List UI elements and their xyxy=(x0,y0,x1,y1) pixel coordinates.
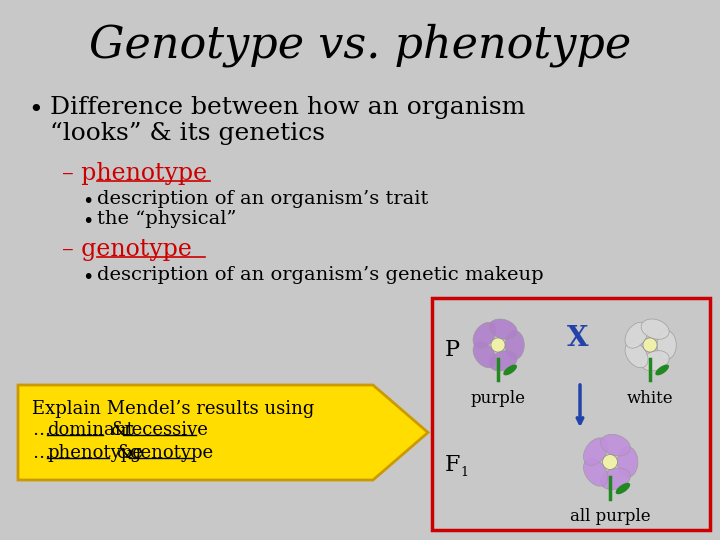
Ellipse shape xyxy=(473,342,496,368)
Text: the “physical”: the “physical” xyxy=(97,210,236,228)
Text: •: • xyxy=(82,212,94,231)
Ellipse shape xyxy=(625,322,648,348)
Text: …: … xyxy=(32,421,50,439)
Ellipse shape xyxy=(618,447,638,477)
Ellipse shape xyxy=(583,458,608,486)
Text: genotype: genotype xyxy=(129,444,213,462)
Ellipse shape xyxy=(503,364,517,375)
Ellipse shape xyxy=(641,319,669,339)
Text: F: F xyxy=(445,454,460,476)
Text: description of an organism’s trait: description of an organism’s trait xyxy=(97,190,428,208)
Text: dominant: dominant xyxy=(47,421,134,439)
Text: “looks” & its genetics: “looks” & its genetics xyxy=(50,122,325,145)
Text: recessive: recessive xyxy=(123,421,208,439)
Ellipse shape xyxy=(641,350,669,371)
Text: Difference between how an organism: Difference between how an organism xyxy=(50,96,526,119)
Text: …: … xyxy=(32,444,50,462)
Ellipse shape xyxy=(625,342,648,368)
Text: – phenotype: – phenotype xyxy=(62,162,207,185)
Text: purple: purple xyxy=(470,390,526,407)
Text: &: & xyxy=(105,421,132,439)
Text: 1: 1 xyxy=(460,465,468,478)
Ellipse shape xyxy=(489,319,517,339)
Text: •: • xyxy=(82,192,94,211)
Ellipse shape xyxy=(505,330,524,360)
Circle shape xyxy=(643,338,657,352)
Ellipse shape xyxy=(489,350,517,371)
Text: &: & xyxy=(111,444,138,462)
Ellipse shape xyxy=(600,468,630,490)
Text: P: P xyxy=(445,339,460,361)
Ellipse shape xyxy=(655,364,669,375)
Ellipse shape xyxy=(473,322,496,348)
Text: – genotype: – genotype xyxy=(62,238,192,261)
Text: •: • xyxy=(28,98,42,122)
Text: all purple: all purple xyxy=(570,508,650,525)
Circle shape xyxy=(491,338,505,352)
Ellipse shape xyxy=(616,483,630,494)
Text: Explain Mendel’s results using: Explain Mendel’s results using xyxy=(32,400,315,418)
Text: white: white xyxy=(626,390,673,407)
Ellipse shape xyxy=(657,330,676,360)
Polygon shape xyxy=(18,385,428,480)
Text: X: X xyxy=(567,325,589,352)
Bar xyxy=(432,298,710,530)
Ellipse shape xyxy=(600,434,630,456)
Text: phenotype: phenotype xyxy=(47,444,143,462)
Circle shape xyxy=(603,455,618,469)
Text: Genotype vs. phenotype: Genotype vs. phenotype xyxy=(89,23,631,67)
Ellipse shape xyxy=(583,438,608,465)
Text: •: • xyxy=(82,268,94,287)
Text: description of an organism’s genetic makeup: description of an organism’s genetic mak… xyxy=(97,266,544,284)
